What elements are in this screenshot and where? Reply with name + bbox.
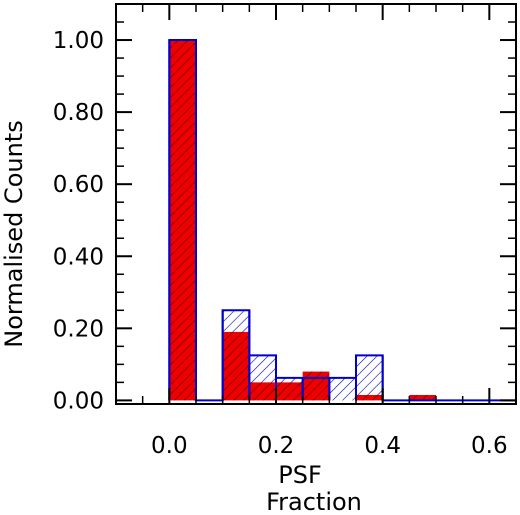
y-axis-title: Normalised Counts — [0, 120, 28, 347]
red-bar-hatch-3 — [249, 382, 276, 401]
series-blue-outline — [168, 39, 516, 402]
blue-outline-path — [168, 39, 516, 402]
y-tick-label-5: 1.00 — [53, 28, 104, 54]
plot-frame — [115, 3, 517, 405]
ticks — [115, 4, 517, 404]
y-tick-label-3: 0.60 — [53, 172, 104, 198]
blue-bar-6 — [329, 377, 356, 401]
red-bar-hatch-4 — [276, 382, 303, 401]
red-bar-hatch-2 — [222, 331, 250, 401]
y-tick-label-1: 0.20 — [53, 316, 104, 342]
y-tick-label-0: 0.00 — [53, 388, 104, 414]
blue-bar-7 — [356, 355, 383, 401]
x-tick-label-0: 0.0 — [151, 433, 188, 459]
x-axis-title-line2: Fraction — [266, 488, 362, 515]
red-bar-hatch-5 — [302, 371, 330, 401]
red-bar-hatch-7 — [356, 394, 383, 401]
x-tick-label-3: 0.6 — [471, 433, 508, 459]
x-tick-label-2: 0.4 — [364, 433, 401, 459]
series-red-bars — [169, 40, 436, 401]
x-tick-label-1: 0.2 — [258, 433, 295, 459]
y-tick-label-2: 0.40 — [53, 244, 104, 270]
series-blue-bars — [169, 40, 383, 401]
red-bar-hatch-0 — [169, 40, 196, 401]
axes — [115, 3, 517, 405]
red-bar-hatch-9 — [409, 394, 436, 401]
y-tick-label-4: 0.80 — [53, 100, 104, 126]
x-axis-title-line1: PSF — [278, 461, 322, 489]
tick-labels: 0.00 0.20 0.40 0.60 0.80 1.00 0.0 0.2 0.4 0.6 — [53, 28, 508, 459]
